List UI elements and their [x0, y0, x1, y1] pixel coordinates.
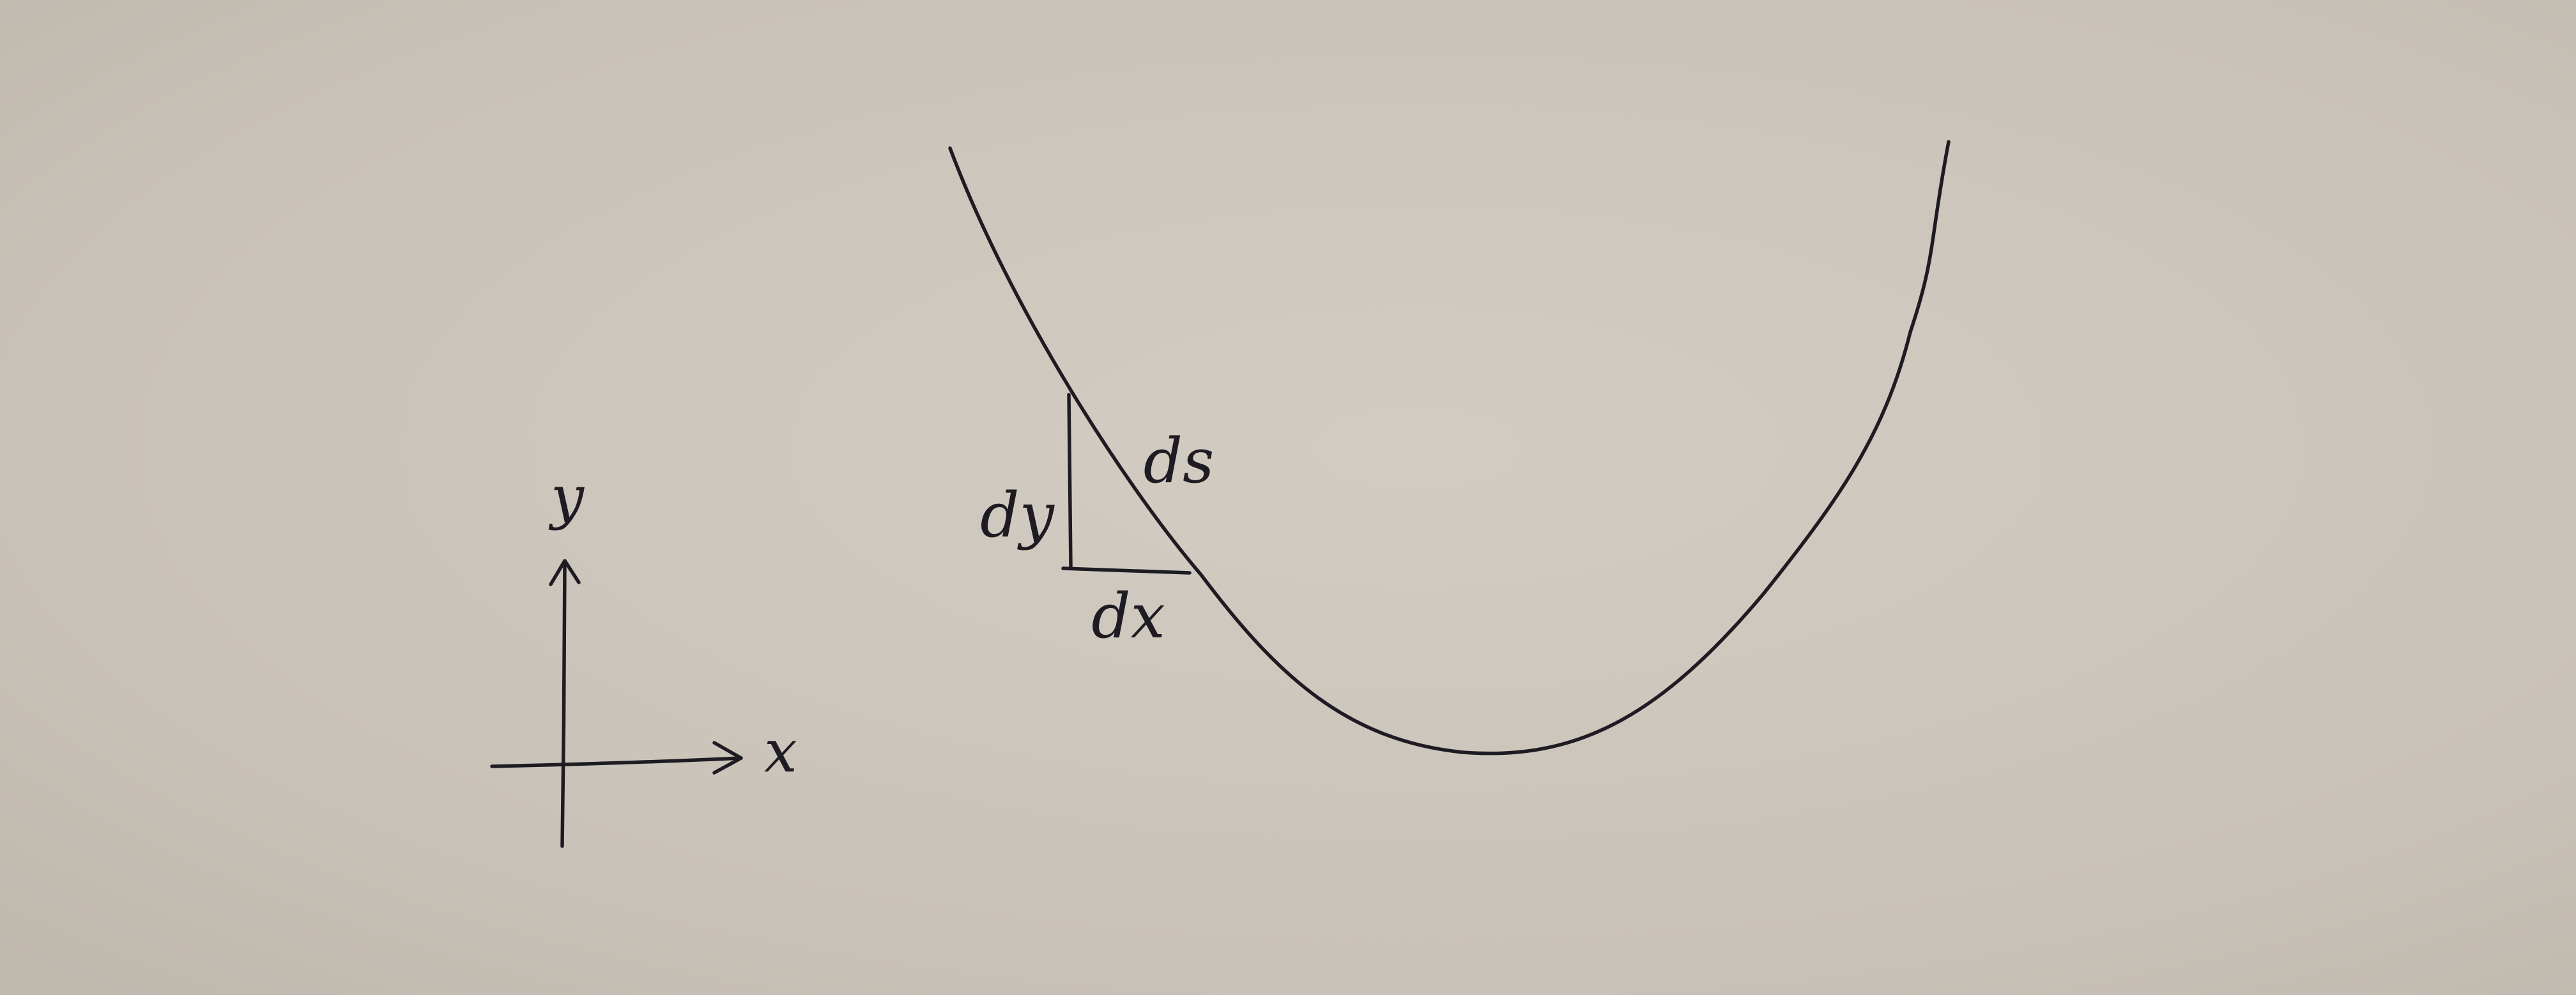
dy-segment: [1067, 393, 1073, 569]
y-axis-label: y: [548, 463, 585, 531]
x-axis-label: x: [764, 717, 797, 786]
ds-label: ds: [1144, 425, 1215, 497]
y-axis: [560, 560, 567, 848]
y-axis-arrowhead: [549, 559, 581, 586]
coordinate-axes: y x: [490, 463, 797, 848]
dx-label: dx: [1091, 581, 1165, 652]
x-axis-arrowhead: [712, 741, 743, 775]
x-axis: [490, 756, 743, 768]
differential-triangle: ds dy dx: [980, 393, 1215, 652]
dy-label: dy: [980, 480, 1055, 551]
curve: [948, 140, 1951, 756]
dx-segment: [1061, 566, 1192, 575]
